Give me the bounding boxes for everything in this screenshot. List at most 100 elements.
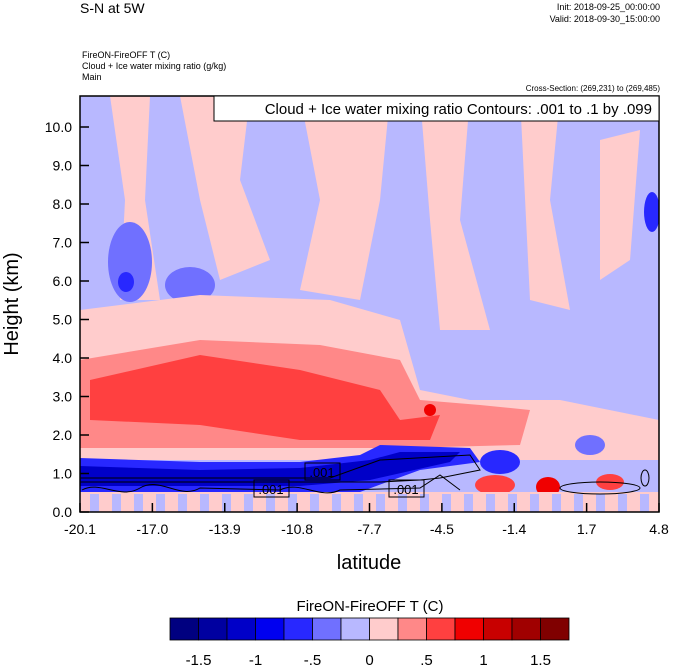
y-axis-label: Height (km) xyxy=(1,252,23,355)
field-patch xyxy=(310,494,319,512)
plot-title: S-N at 5W xyxy=(80,0,145,16)
field-patch xyxy=(475,475,515,495)
colorbar-box xyxy=(540,617,570,641)
field-patch xyxy=(464,494,473,512)
field-patch xyxy=(508,494,517,512)
colorbar-title: FireON-FireOFF T (C) xyxy=(297,598,444,615)
field-patch xyxy=(596,494,605,512)
colorbar-label: .5 xyxy=(420,652,433,668)
field-patch xyxy=(354,494,363,512)
svg-text:.001: .001 xyxy=(258,482,283,497)
contour-label-2: .001 xyxy=(253,479,290,498)
x-tick-label: -17.0 xyxy=(136,521,168,537)
colorbar-label: 1 xyxy=(479,652,487,668)
field-patch xyxy=(222,494,231,512)
field-patch xyxy=(442,494,451,512)
y-tick-label: 5.0 xyxy=(53,312,73,328)
field-patch xyxy=(600,130,640,280)
field-patch xyxy=(90,355,440,440)
colorbar-box xyxy=(312,617,342,641)
y-tick-label: 7.0 xyxy=(53,235,73,251)
colorbar-box xyxy=(483,617,513,641)
y-tick-label: 3.0 xyxy=(53,389,73,405)
contour-line xyxy=(80,454,481,483)
contour-line xyxy=(559,481,641,495)
x-tick-label: -1.4 xyxy=(502,521,526,537)
field-patch xyxy=(300,96,390,300)
field-patch xyxy=(398,494,407,512)
x-tick-label: 1.7 xyxy=(577,521,597,537)
field-patch xyxy=(112,494,121,512)
colorbar-box xyxy=(283,617,313,641)
y-axis: 0.0 1.0 2.0 3.0 4.0 5.0 6.0 7.0 8.0 9.0 10.0 xyxy=(45,119,89,520)
field-patch xyxy=(376,494,385,512)
contour-line xyxy=(81,474,461,494)
field-patch xyxy=(90,494,99,512)
svg-text:.001: .001 xyxy=(393,482,418,497)
contour-title: Cloud + Ice water mixing ratio Contours:… xyxy=(265,101,652,118)
contour-line xyxy=(640,469,650,487)
svg-text:.001: .001 xyxy=(309,465,334,480)
field-patch xyxy=(552,494,561,512)
colorbar-box xyxy=(255,617,285,641)
field-patch xyxy=(180,96,270,280)
field-label-2: Cloud + Ice water mixing ratio (g/kg) xyxy=(82,61,226,71)
colorbar-box xyxy=(511,617,541,641)
y-tick-label: 9.0 xyxy=(53,158,73,174)
y-tick-label: 4.0 xyxy=(53,350,73,366)
field-patch xyxy=(520,96,570,310)
colorbar: -1.5 -1 -.5 0 .5 1 1.5 xyxy=(169,617,570,668)
contour-label-1: .001 xyxy=(304,462,341,481)
field-label-3: Main xyxy=(82,72,102,82)
field-patch xyxy=(134,494,143,512)
field-patch xyxy=(118,272,134,292)
x-tick-label: -4.5 xyxy=(430,521,454,537)
x-axis: -20.1 -17.0 -13.9 -10.8 -7.7 -4.5 -1.4 1.7 4.8 xyxy=(64,503,669,537)
surface-stripes xyxy=(90,494,649,512)
x-axis-label: latitude xyxy=(337,552,402,574)
colorbar-box xyxy=(198,617,228,641)
y-tick-label: 2.0 xyxy=(53,427,73,443)
field-patch xyxy=(486,494,495,512)
colorbar-label: -1 xyxy=(249,652,262,668)
valid-time: Valid: 2018-09-30_15:00:00 xyxy=(550,14,660,24)
field-patch xyxy=(575,435,605,455)
x-tick-label: -20.1 xyxy=(64,521,96,537)
x-tick-label: -7.7 xyxy=(357,521,381,537)
field-patch xyxy=(420,96,490,330)
field-patch xyxy=(574,494,583,512)
field-patch xyxy=(288,494,297,512)
colorbar-label: 1.5 xyxy=(530,652,551,668)
field-patch xyxy=(640,494,649,512)
init-time: Init: 2018-09-25_00:00:00 xyxy=(557,2,660,12)
colorbar-label: -1.5 xyxy=(186,652,212,668)
colorbar-box xyxy=(369,617,399,641)
colorbar-box xyxy=(454,617,484,641)
x-tick-label: -10.8 xyxy=(281,521,313,537)
field-patch xyxy=(332,494,341,512)
colorbar-box xyxy=(340,617,370,641)
x-tick-label: 4.8 xyxy=(649,521,669,537)
heatmap-field xyxy=(80,96,659,512)
field-patch xyxy=(156,494,165,512)
colorbar-box xyxy=(169,617,199,641)
field-patch xyxy=(200,494,209,512)
contour-label-3: .001 xyxy=(388,479,425,498)
x-tick-label: -13.9 xyxy=(209,521,241,537)
field-patch xyxy=(618,494,627,512)
y-tick-label: 6.0 xyxy=(53,273,73,289)
cross-section-label: Cross-Section: (269,231) to (269,485) xyxy=(526,84,661,93)
title-box: Cloud + Ice water mixing ratio Contours:… xyxy=(213,95,660,122)
field-patch xyxy=(644,192,659,232)
field-patch xyxy=(480,450,520,474)
colorbar-box xyxy=(426,617,456,641)
field-patch xyxy=(244,494,253,512)
y-tick-label: 0.0 xyxy=(53,504,73,520)
y-tick-label: 10.0 xyxy=(45,119,72,135)
colorbar-label: -.5 xyxy=(304,652,322,668)
field-label-1: FireON-FireOFF T (C) xyxy=(82,50,170,60)
field-patch xyxy=(165,267,215,303)
colorbar-box xyxy=(226,617,256,641)
